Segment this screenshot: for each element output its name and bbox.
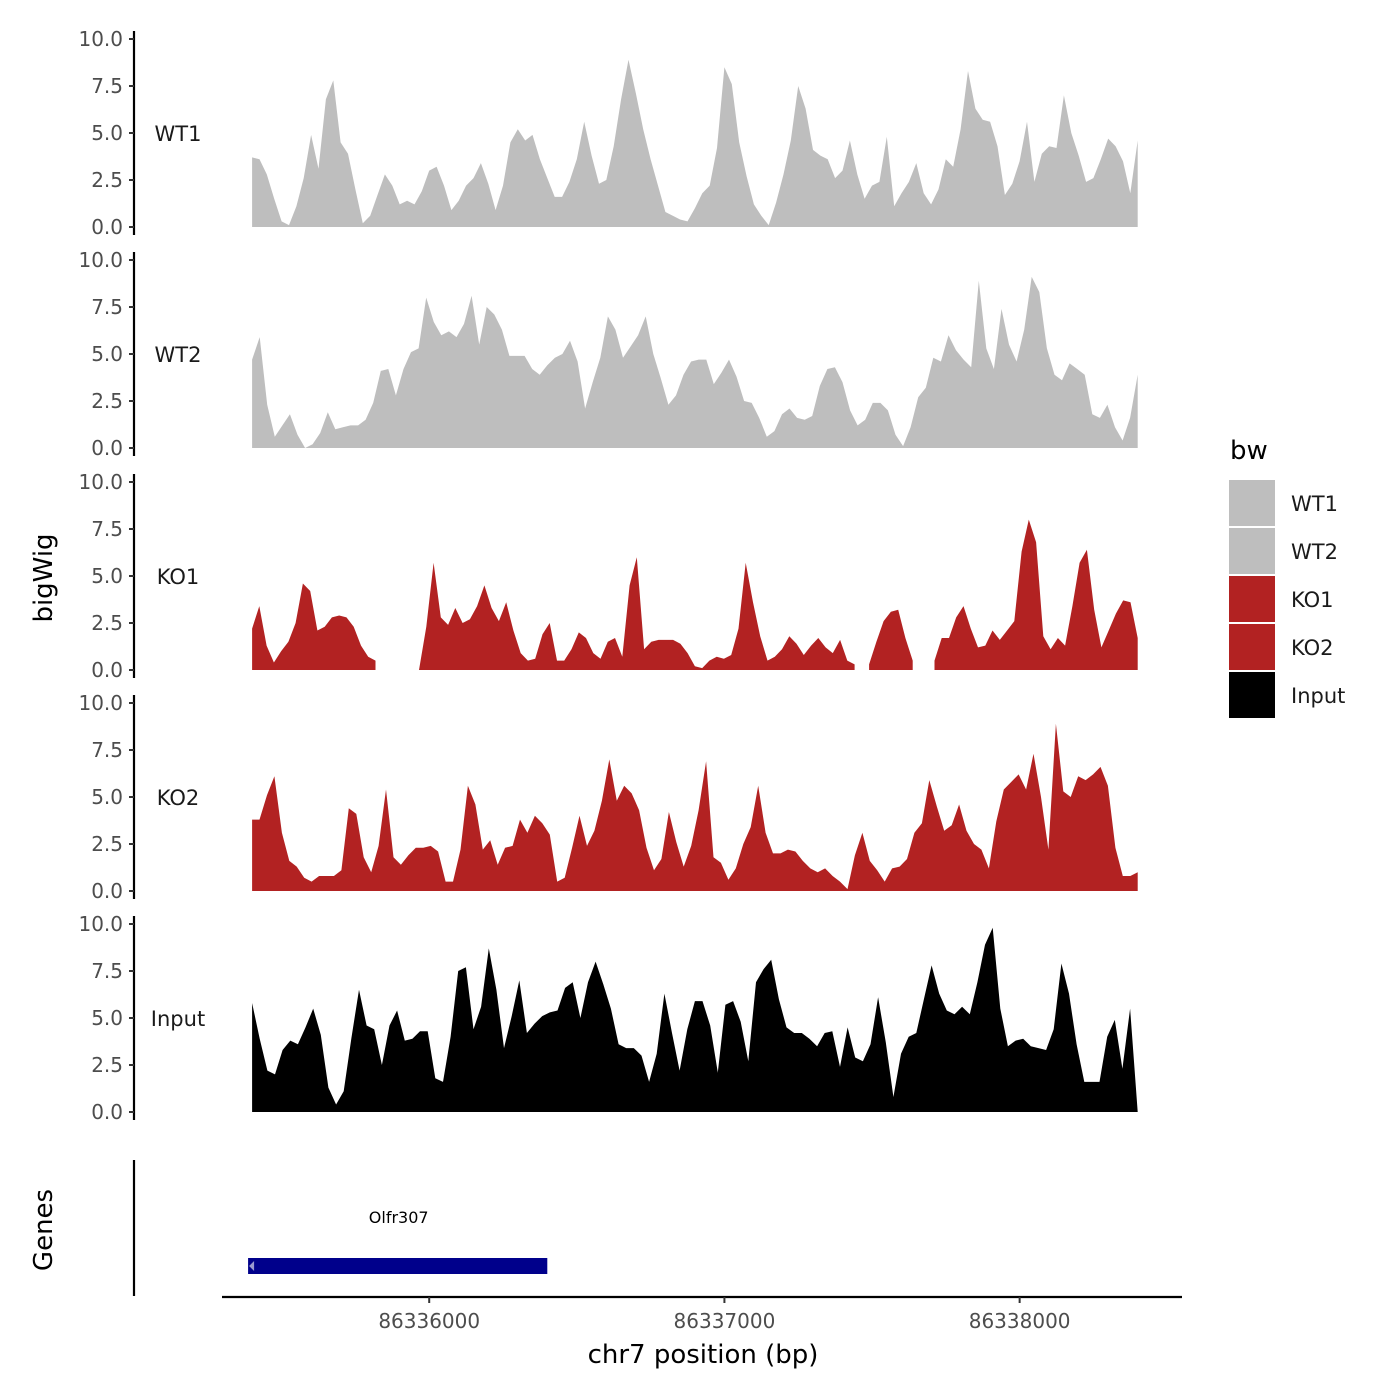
legend-label: KO2: [1291, 636, 1334, 660]
x-tick-label: 86336000: [378, 1309, 480, 1333]
y-tick-label: 2.5: [91, 611, 123, 635]
y-tick-label: 7.5: [91, 738, 123, 762]
y-tick-label: 10.0: [78, 470, 123, 494]
y-tick-label: 2.5: [91, 1053, 123, 1077]
y-tick-label: 2.5: [91, 832, 123, 856]
track-area-wt1-0: [252, 59, 1138, 228]
legend-swatch: [1229, 480, 1275, 526]
track-area-ko1-3: [934, 519, 1138, 670]
legend-entry-ko2: KO2: [1229, 624, 1334, 670]
y-tick-label: 7.5: [91, 295, 123, 319]
legend-swatch: [1229, 528, 1275, 574]
y-tick-label: 10.0: [78, 248, 123, 272]
y-tick-label: 5.0: [91, 564, 123, 588]
track-input: 0.0 2.5 5.0 7.5 10.0 Input: [78, 912, 1138, 1124]
track-area-ko2-0: [252, 723, 1138, 891]
track-ko2: 0.0 2.5 5.0 7.5 10.0 KO2: [78, 691, 1138, 903]
gene-label: Olfr307: [369, 1208, 429, 1227]
x-axis: 86336000 86337000 86338000: [222, 1295, 1182, 1333]
y-tick-label: 0.0: [91, 879, 123, 903]
legend-label: KO1: [1291, 588, 1334, 612]
legend-swatch: [1229, 624, 1275, 670]
genes-panel: Olfr307: [132, 1160, 548, 1296]
tracks-layer: 0.02.55.07.510.0WT10.02.55.07.510.0WT20.…: [78, 27, 1138, 1124]
y-tick-label: 0.0: [91, 658, 123, 682]
legend-swatch: [1229, 576, 1275, 622]
y-tick-label: 2.5: [91, 389, 123, 413]
x-tick-label: 86337000: [674, 1309, 776, 1333]
track-wt2: 0.0 2.5 5.0 7.5 10.0 WT2: [78, 248, 1138, 460]
track-ko1: 0.0 2.5 5.0 7.5 10.0 KO1: [78, 470, 1138, 682]
legend-entry-wt2: WT2: [1229, 528, 1338, 574]
y-tick-label: 0.0: [91, 215, 123, 239]
track-label-wt2: WT2: [155, 343, 202, 367]
track-area-ko1-1: [419, 557, 855, 670]
y-tick-label: 5.0: [91, 342, 123, 366]
track-area-wt2-0: [252, 276, 1138, 448]
y-tick-label: 5.0: [91, 1006, 123, 1030]
legend-entry-input: Input: [1229, 672, 1345, 718]
y-tick-label: 10.0: [78, 912, 123, 936]
track-area-ko1-2: [869, 609, 913, 670]
legend-label: WT1: [1291, 492, 1338, 516]
y-tick-label: 7.5: [91, 517, 123, 541]
y-tick-label: 7.5: [91, 74, 123, 98]
track-label-input: Input: [151, 1007, 205, 1031]
track-label-wt1: WT1: [155, 122, 202, 146]
y-axis-title: bigWig: [29, 533, 59, 622]
y-tick-label: 10.0: [78, 27, 123, 51]
legend-swatch: [1229, 672, 1275, 718]
legend-label: WT2: [1291, 540, 1338, 564]
legend-title: bw: [1230, 436, 1268, 466]
x-tick-label: 86338000: [969, 1309, 1071, 1333]
gene-olfr307: Olfr307: [248, 1208, 548, 1274]
gene-body: [248, 1258, 548, 1274]
track-wt1: 0.0 2.5 5.0 7.5 10.0 WT1: [78, 27, 1138, 239]
track-label-ko2: KO2: [157, 786, 200, 810]
track-area-input-0: [252, 927, 1138, 1112]
y-tick-label: 10.0: [78, 691, 123, 715]
y-tick-label: 0.0: [91, 436, 123, 460]
legend-entry-ko1: KO1: [1229, 576, 1334, 622]
gene-strand-arrow: [249, 1261, 255, 1271]
legend-entry-wt1: WT1: [1229, 480, 1338, 526]
y-tick-label: 7.5: [91, 959, 123, 983]
y-tick-label: 0.0: [91, 1100, 123, 1124]
y-tick-label: 2.5: [91, 168, 123, 192]
track-area-ko1-0: [252, 583, 376, 670]
legend-label: Input: [1291, 684, 1345, 708]
legend: bw WT1 WT2 KO1 KO2 Input: [1229, 436, 1345, 718]
track-label-ko1: KO1: [157, 565, 200, 589]
x-axis-title: chr7 position (bp): [588, 1340, 819, 1370]
genes-axis-title: Genes: [29, 1189, 59, 1271]
y-tick-label: 5.0: [91, 121, 123, 145]
y-tick-label: 5.0: [91, 785, 123, 809]
